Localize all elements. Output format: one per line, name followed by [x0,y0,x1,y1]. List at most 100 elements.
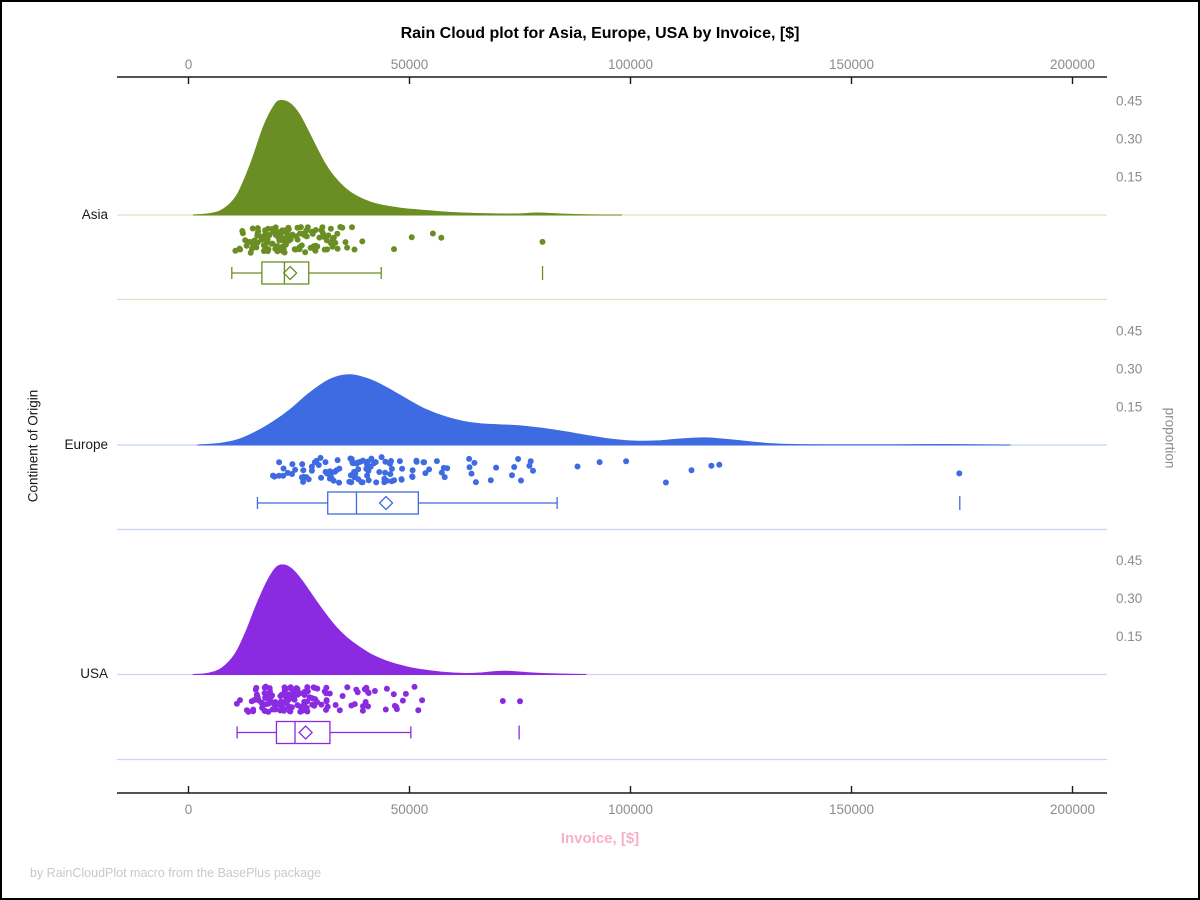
scatter-point [300,478,307,485]
scatter-point [267,697,273,704]
scatter-point [359,707,366,714]
category-label-asia: Asia [81,207,108,222]
axis-tick-label: 150000 [829,57,874,72]
scatter-point [336,465,343,472]
scatter-point [299,230,306,237]
scatter-point [323,237,330,244]
scatter-point [279,243,286,250]
scatter-point [269,692,276,699]
scatter-point [285,703,292,710]
scatter-point [294,224,301,231]
scatter-point [264,248,271,255]
mean-diamond [282,265,298,281]
scatter-point [487,477,494,484]
box-plot-asia [231,261,544,285]
scatter-point [426,466,433,473]
scatter-point [344,684,351,691]
scatter-point [322,459,329,466]
scatter-point [254,232,261,239]
box-plot-usa [236,720,520,745]
scatter-point [308,463,315,470]
scatter-point [351,471,358,478]
scatter-point [299,461,306,468]
y-axis-title-right: proportion [1162,407,1178,469]
scatter-point [382,458,389,465]
scatter-point [708,462,715,469]
scatter-point [390,691,397,698]
scatter-point [249,225,256,232]
figure-title: Rain Cloud plot for Asia, Europe, USA by… [400,25,800,42]
scatter-point [288,685,295,692]
category-label-europe: Europe [64,437,108,452]
scatter-point [515,456,522,462]
scatter-point [365,690,372,696]
scatter-point [294,691,301,698]
scatter-point [319,230,326,236]
scatter-point [438,469,445,476]
axis-tick-label: 50000 [391,802,429,817]
scatter-point [243,242,250,249]
scatter-point [353,460,360,467]
scatter-point [382,706,389,713]
category-label-usa: USA [80,666,108,681]
scatter-point [327,225,334,232]
scatter-point [409,467,416,474]
scatter-point [336,479,343,486]
scatter-point [334,230,341,237]
scatter-point [326,690,333,697]
scatter-point [285,226,292,233]
scatter-point [274,245,281,252]
scatter-point [281,237,288,244]
scatter-point [596,459,603,466]
scatter-point [329,243,336,250]
proportion-tick-label: 0.15 [1116,629,1142,644]
scatter-point [265,708,272,715]
scatter-point [364,472,371,479]
scatter-point [274,701,281,708]
scatter-point [258,236,265,243]
mean-diamond [298,725,314,740]
axis-tick-label: 100000 [608,802,653,817]
scatter-point [300,467,307,474]
proportion-tick-label: 0.30 [1116,132,1142,147]
scatter-point [275,229,282,236]
scatter-point [254,225,261,232]
scatter-point [396,458,403,465]
proportion-tick-label: 0.15 [1116,170,1142,185]
scatter-point [365,468,372,474]
scatter-point [289,461,296,468]
scatter-point [311,459,318,466]
scatter-point [323,684,330,691]
density-curve-usa [192,564,587,675]
scatter-point [303,474,310,481]
scatter-point [530,467,536,474]
scatter-points-asia [232,224,546,256]
scatter-point [332,702,339,708]
scatter-point [466,464,473,471]
scatter-point [349,224,355,231]
box-plot-europe [256,491,961,515]
scatter-point [243,707,250,714]
scatter-point [262,227,269,234]
scatter-point [371,688,378,694]
scatter-point [268,240,275,247]
proportion-tick-label: 0.45 [1116,324,1142,339]
scatter-point [285,696,292,703]
scatter-point [318,474,325,481]
scatter-point [322,468,329,475]
scatter-point [373,479,380,486]
scatter-point [346,478,353,485]
scatter-point [509,472,515,479]
scatter-point [420,459,427,466]
scatter-point [325,232,332,239]
box-iqr [275,720,331,745]
scatter-point [382,469,389,476]
density-curve-asia [192,99,622,216]
scatter-point [280,707,287,714]
scatter-point [318,701,325,708]
scatter-point [391,477,398,484]
scatter-point [399,697,406,704]
scatter-point [365,703,371,710]
